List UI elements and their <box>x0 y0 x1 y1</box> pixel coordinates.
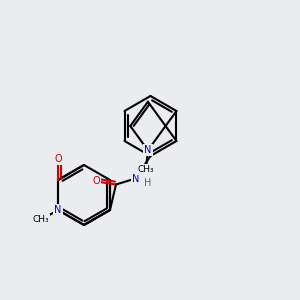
Text: N: N <box>144 145 152 155</box>
Text: CH₃: CH₃ <box>33 215 50 224</box>
Text: CH₃: CH₃ <box>138 165 154 174</box>
Text: N: N <box>54 205 62 215</box>
Text: O: O <box>93 176 100 187</box>
Text: O: O <box>54 154 62 164</box>
Text: N: N <box>132 173 139 184</box>
Text: H: H <box>144 178 152 188</box>
